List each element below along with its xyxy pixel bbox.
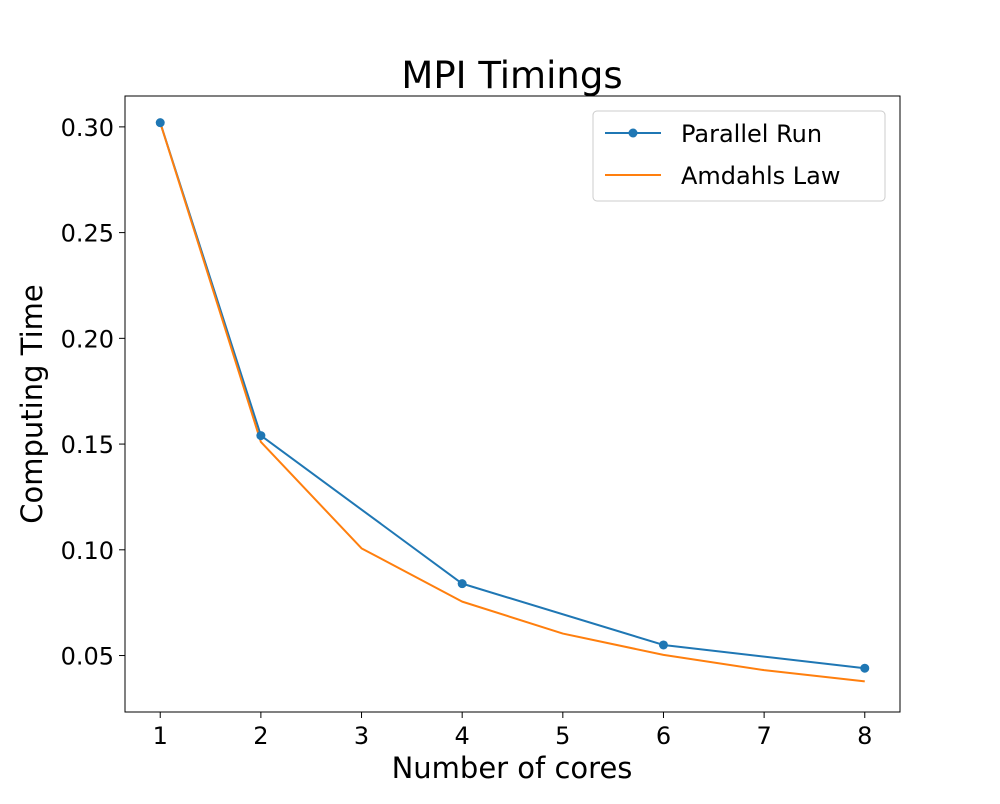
plot-area: 1 2 3 4 5 6 7 8 0.05 0.10 0.15 0.20 0.25 0.30 (61, 95, 901, 750)
series-line-1 (159, 122, 865, 683)
y-tick-label-5: 0.30 (61, 114, 114, 142)
series-line-0 (159, 122, 865, 670)
legend-marker-0 (628, 128, 638, 138)
x-tick-label-1: 2 (253, 722, 268, 750)
legend-label-0: Parallel Run (681, 120, 822, 148)
series-0-point-3 (658, 640, 668, 650)
legend: Parallel Run Amdahls Law (592, 110, 886, 202)
y-axis-label: Computing Time (15, 284, 49, 523)
series-0-point-4 (860, 663, 870, 673)
series-0-point-1 (256, 431, 266, 441)
legend-label-1: Amdahls Law (681, 162, 840, 190)
chart-title: MPI Timings (401, 54, 622, 97)
plot-frame (124, 95, 901, 713)
x-axis-label: Number of cores (392, 751, 633, 785)
series-0-point-0 (155, 118, 165, 128)
x-tick-label-6: 7 (756, 722, 771, 750)
series-0-point-2 (457, 579, 467, 589)
x-tick-label-4: 5 (555, 722, 570, 750)
legend-box (592, 110, 886, 202)
y-tick-label-2: 0.15 (61, 431, 114, 459)
x-tick-label-7: 8 (857, 722, 872, 750)
y-tick-label-0: 0.05 (61, 643, 114, 671)
y-tick-label-3: 0.20 (61, 325, 114, 353)
x-tick-label-3: 4 (455, 722, 470, 750)
x-tick-label-2: 3 (354, 722, 369, 750)
x-tick-label-5: 6 (656, 722, 671, 750)
y-tick-label-4: 0.25 (61, 220, 114, 248)
x-tick-label-0: 1 (153, 722, 168, 750)
y-tick-label-1: 0.10 (61, 537, 114, 565)
